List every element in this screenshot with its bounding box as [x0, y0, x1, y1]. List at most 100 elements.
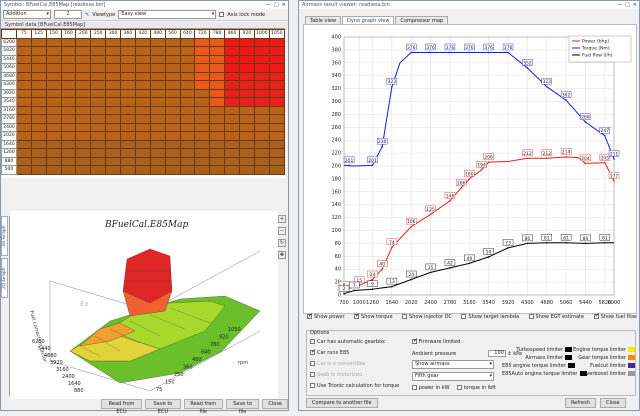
map-cell[interactable] — [75, 97, 92, 107]
tab-3d-graph[interactable]: 3D Graph — [1, 216, 8, 256]
map-cell[interactable] — [105, 88, 122, 98]
row-header[interactable]: 3160 — [1, 105, 17, 115]
map-cell[interactable] — [134, 105, 151, 115]
map-cell[interactable] — [15, 46, 32, 56]
map-cell[interactable] — [253, 80, 270, 90]
map-cell[interactable] — [268, 88, 285, 98]
row-header[interactable]: 3920 — [1, 88, 17, 98]
map-cell[interactable] — [179, 148, 196, 158]
map-cell[interactable] — [30, 37, 47, 47]
map-cell[interactable] — [149, 105, 166, 115]
map-cell[interactable] — [45, 88, 62, 98]
map-cell[interactable] — [60, 88, 77, 98]
map-cell[interactable] — [239, 80, 255, 90]
map-cell[interactable] — [105, 63, 122, 73]
row-header[interactable]: 6200 — [1, 37, 17, 47]
map-cell[interactable] — [90, 131, 107, 141]
map-cell[interactable] — [149, 54, 166, 64]
row-header[interactable]: 2020 — [1, 131, 17, 141]
map-cell[interactable] — [90, 54, 107, 64]
map-cell[interactable] — [75, 105, 92, 115]
map-cell[interactable] — [209, 114, 226, 124]
step-value-input[interactable]: 2 — [54, 10, 82, 19]
map-cell[interactable] — [75, 139, 92, 149]
column-header[interactable]: 920 — [239, 29, 255, 39]
map-cell[interactable] — [90, 165, 107, 175]
map-cell[interactable] — [105, 122, 122, 132]
map-cell[interactable] — [105, 131, 122, 141]
map-cell[interactable] — [30, 131, 47, 141]
map-cell[interactable] — [164, 131, 181, 141]
map-cell[interactable] — [120, 131, 136, 141]
map-cell[interactable] — [60, 80, 77, 90]
map-cell[interactable] — [45, 105, 62, 115]
map-cell[interactable] — [120, 71, 136, 81]
map-cell[interactable] — [45, 37, 62, 47]
map-cell[interactable] — [239, 37, 255, 47]
map-cell[interactable] — [239, 156, 255, 166]
column-header[interactable]: 480 — [149, 29, 166, 39]
map-cell[interactable] — [253, 139, 270, 149]
map-cell[interactable] — [45, 46, 62, 56]
map-cell[interactable] — [239, 71, 255, 81]
map-cell[interactable] — [45, 97, 62, 107]
map-cell[interactable] — [253, 114, 270, 124]
map-cell[interactable] — [120, 80, 136, 90]
map-cell[interactable] — [15, 88, 32, 98]
map-cell[interactable] — [194, 131, 211, 141]
map-cell[interactable] — [75, 54, 92, 64]
map-cell[interactable] — [209, 122, 226, 132]
map-cell[interactable] — [105, 71, 122, 81]
show-option[interactable]: Show power — [307, 312, 345, 320]
map-cell[interactable] — [239, 165, 255, 175]
map-cell[interactable] — [224, 114, 241, 124]
column-header[interactable]: 1050 — [268, 29, 285, 39]
show-option-checkbox[interactable] — [461, 314, 467, 319]
map-cell[interactable] — [30, 114, 47, 124]
maximize-icon[interactable]: □ — [274, 2, 279, 8]
map-cell[interactable] — [179, 165, 196, 175]
map-cell[interactable] — [253, 46, 270, 56]
column-header[interactable]: 160 — [60, 29, 77, 39]
column-header[interactable]: 360 — [120, 29, 136, 39]
torque-lbft-checkbox[interactable] — [457, 385, 462, 390]
map-cell[interactable] — [149, 80, 166, 90]
map-cell[interactable] — [149, 114, 166, 124]
map-cell[interactable] — [120, 165, 136, 175]
row-header[interactable]: 2780 — [1, 114, 17, 124]
map-cell[interactable] — [149, 165, 166, 175]
map-cell[interactable] — [90, 63, 107, 73]
show-option-checkbox[interactable] — [307, 312, 313, 319]
map-cell[interactable] — [75, 63, 92, 73]
map-cell[interactable] — [30, 88, 47, 98]
viewtype-select[interactable]: Easy view — [118, 10, 217, 19]
map-cell[interactable] — [224, 105, 241, 115]
map-cell[interactable] — [149, 139, 166, 149]
show-option[interactable]: Show fuel flow — [593, 312, 637, 320]
map-cell[interactable] — [45, 71, 62, 81]
map-cell[interactable] — [239, 148, 255, 158]
map-cell[interactable] — [90, 156, 107, 166]
map-cell[interactable] — [15, 105, 32, 115]
map-cell[interactable] — [120, 148, 136, 158]
map-cell[interactable] — [105, 165, 122, 175]
map-cell[interactable] — [45, 165, 62, 175]
map-cell[interactable] — [268, 105, 285, 115]
map-cell[interactable] — [253, 63, 270, 73]
map-cell[interactable] — [268, 63, 285, 73]
column-header[interactable]: 150 — [45, 29, 62, 39]
map-cell[interactable] — [60, 63, 77, 73]
map-cell[interactable] — [164, 88, 181, 98]
map-cell[interactable] — [15, 80, 32, 90]
map-cell[interactable] — [15, 71, 32, 81]
map-cell[interactable] — [45, 80, 62, 90]
map-cell[interactable] — [60, 122, 77, 132]
map-cell[interactable] — [164, 63, 181, 73]
map-cell[interactable] — [30, 122, 47, 132]
close-icon[interactable]: ✕ — [281, 2, 286, 8]
map-cell[interactable] — [75, 156, 92, 166]
map-cell[interactable] — [30, 80, 47, 90]
map-cell[interactable] — [224, 156, 241, 166]
map-cell[interactable] — [224, 80, 241, 90]
map-cell[interactable] — [149, 88, 166, 98]
